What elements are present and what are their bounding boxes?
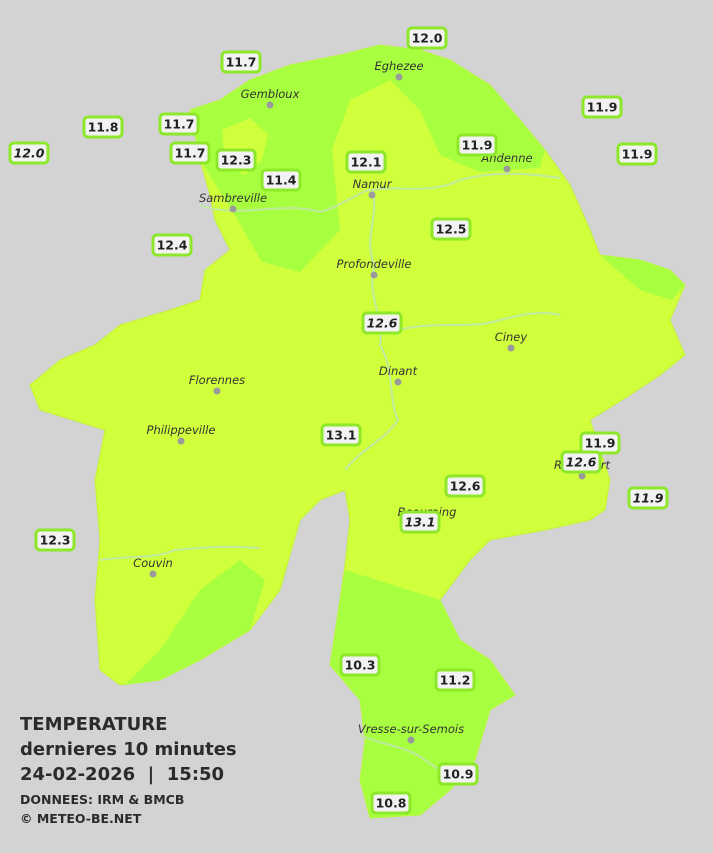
station-box bbox=[361, 311, 403, 335]
station-value: 10.9 bbox=[443, 767, 474, 782]
town-dot bbox=[266, 101, 274, 109]
town-label: Couvin bbox=[133, 556, 173, 570]
station-value: 12.0 bbox=[412, 31, 443, 46]
station-box bbox=[456, 133, 498, 157]
station-box bbox=[8, 141, 50, 165]
town-dot bbox=[578, 472, 586, 480]
station-value: 11.7 bbox=[226, 55, 257, 70]
station-value: 11.9 bbox=[622, 147, 653, 162]
town-dot bbox=[394, 378, 402, 386]
rivers bbox=[99, 172, 561, 778]
station-value: 12.6 bbox=[367, 316, 398, 331]
station-value: 11.8 bbox=[88, 120, 119, 135]
station-box bbox=[34, 528, 76, 552]
station-value: 12.6 bbox=[450, 479, 481, 494]
station-box bbox=[82, 115, 124, 139]
station-box bbox=[581, 95, 623, 119]
station-value: 11.9 bbox=[587, 100, 618, 115]
station-value: 13.1 bbox=[326, 428, 357, 443]
station-box bbox=[345, 150, 387, 174]
town-label: Ciney bbox=[495, 330, 528, 344]
cool-zone bbox=[190, 45, 545, 272]
town-dot bbox=[407, 736, 415, 744]
station-box bbox=[560, 450, 602, 474]
cool-zone bbox=[330, 570, 515, 818]
station-box bbox=[215, 148, 257, 172]
town-label: Profondeville bbox=[337, 257, 412, 271]
legend-source: DONNEES: IRM & BMCB bbox=[20, 792, 184, 807]
station-box bbox=[616, 142, 658, 166]
station-value: 11.7 bbox=[175, 146, 206, 161]
legend-copyright: © METEO-BE.NET bbox=[20, 811, 142, 826]
station-value: 12.4 bbox=[157, 238, 188, 253]
station-box bbox=[220, 50, 262, 74]
cool-zone bbox=[600, 255, 685, 300]
legend-title: TEMPERATURE bbox=[20, 714, 167, 735]
town-dot bbox=[503, 165, 511, 173]
legend: TEMPERATURE dernieres 10 minutes 24-02-2… bbox=[20, 714, 237, 826]
town-dot bbox=[368, 191, 376, 199]
town-label: Namur bbox=[353, 177, 393, 191]
station-box bbox=[370, 791, 412, 815]
town-dot bbox=[213, 387, 221, 395]
legend-subtitle: dernieres 10 minutes bbox=[20, 739, 237, 760]
station-box bbox=[437, 762, 479, 786]
station-box bbox=[430, 217, 472, 241]
town-label: Philippeville bbox=[147, 423, 216, 437]
station-value: 13.1 bbox=[405, 515, 436, 530]
town-label: Dinant bbox=[379, 364, 418, 378]
station-value: 12.1 bbox=[351, 155, 382, 170]
station-value: 12.0 bbox=[14, 146, 45, 161]
station-value: 11.2 bbox=[440, 673, 471, 688]
station-box bbox=[320, 423, 362, 447]
legend-datetime: 24-02-2026 | 15:50 bbox=[20, 764, 224, 785]
station-box bbox=[260, 168, 302, 192]
station-value: 11.9 bbox=[633, 491, 664, 506]
town-label: Gembloux bbox=[241, 87, 300, 101]
station-box bbox=[399, 510, 441, 534]
town-dot bbox=[177, 437, 185, 445]
station-box bbox=[434, 668, 476, 692]
cool-zone bbox=[125, 560, 265, 685]
town-dot bbox=[370, 271, 378, 279]
station-box bbox=[169, 141, 211, 165]
town-dot bbox=[507, 344, 515, 352]
station-value: 11.4 bbox=[266, 173, 297, 188]
station-value: 12.5 bbox=[436, 222, 467, 237]
station-box bbox=[339, 653, 381, 677]
station-box bbox=[151, 233, 193, 257]
station-box bbox=[158, 112, 200, 136]
town-label: Vresse-sur-Semois bbox=[358, 722, 464, 736]
station-value: 12.3 bbox=[40, 533, 71, 548]
station-value: 11.9 bbox=[462, 138, 493, 153]
town-label: Florennes bbox=[189, 373, 245, 387]
station-value: 11.7 bbox=[164, 117, 195, 132]
stations: 12.0 11.7 11.9 11.8 11.7 12.0 11.7 12.3 11.9 11.9… bbox=[8, 26, 669, 815]
station-value: 12.6 bbox=[566, 455, 597, 470]
station-box bbox=[444, 474, 486, 498]
town-label: Sambreville bbox=[199, 191, 267, 205]
station-box bbox=[627, 486, 669, 510]
town-label: Eghezee bbox=[374, 59, 423, 73]
station-value: 10.3 bbox=[345, 658, 376, 673]
station-value: 12.3 bbox=[221, 153, 252, 168]
town-dot bbox=[229, 205, 237, 213]
station-box bbox=[406, 26, 448, 50]
town-dot bbox=[149, 570, 157, 578]
town-dot bbox=[395, 73, 403, 81]
station-value: 11.9 bbox=[585, 436, 616, 451]
station-value: 10.8 bbox=[376, 796, 407, 811]
